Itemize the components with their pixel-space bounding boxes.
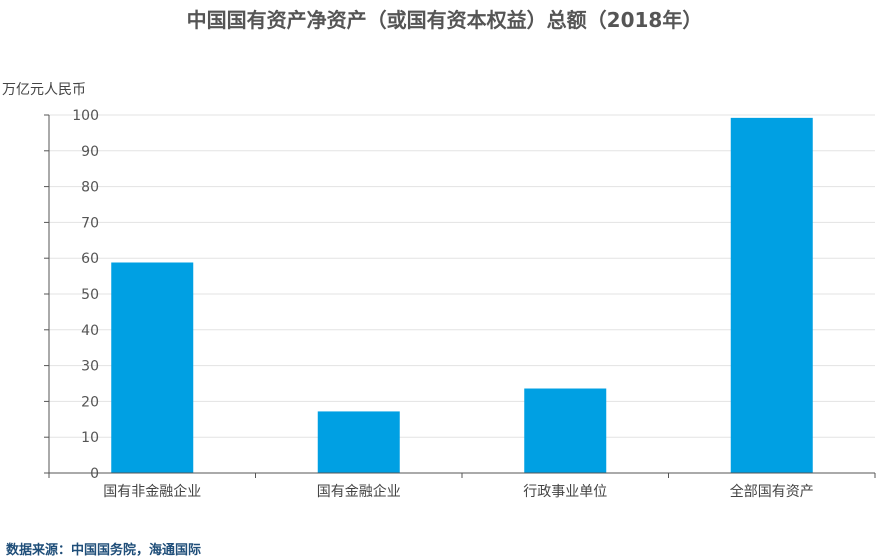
y-tick-label: 10 xyxy=(81,430,99,446)
source-note: 数据来源：中国国务院，海通国际 xyxy=(6,543,202,558)
x-category-label: 行政事业单位 xyxy=(523,484,607,500)
y-tick-label: 0 xyxy=(90,466,99,482)
y-tick-label: 70 xyxy=(81,215,99,231)
y-axis-unit-label: 万亿元人民币 xyxy=(2,82,86,98)
y-tick-label: 60 xyxy=(81,251,99,267)
y-tick-label: 40 xyxy=(81,323,99,339)
x-category-label: 国有非金融企业 xyxy=(103,483,201,500)
x-category-label: 国有金融企业 xyxy=(317,483,401,500)
y-tick-label: 50 xyxy=(81,287,99,303)
y-tick-label: 100 xyxy=(72,108,99,124)
y-tick-label: 90 xyxy=(81,144,99,160)
x-category-label: 全部国有资产 xyxy=(730,483,814,500)
bar xyxy=(524,388,607,473)
bar xyxy=(111,262,194,473)
bar xyxy=(317,411,400,473)
y-tick-label: 80 xyxy=(81,180,99,196)
y-tick-label: 30 xyxy=(81,359,99,375)
bar xyxy=(730,117,813,473)
chart-title: 中国国有资产净资产（或国有资本权益）总额（2018年） xyxy=(186,8,703,32)
y-tick-label: 20 xyxy=(81,394,99,410)
